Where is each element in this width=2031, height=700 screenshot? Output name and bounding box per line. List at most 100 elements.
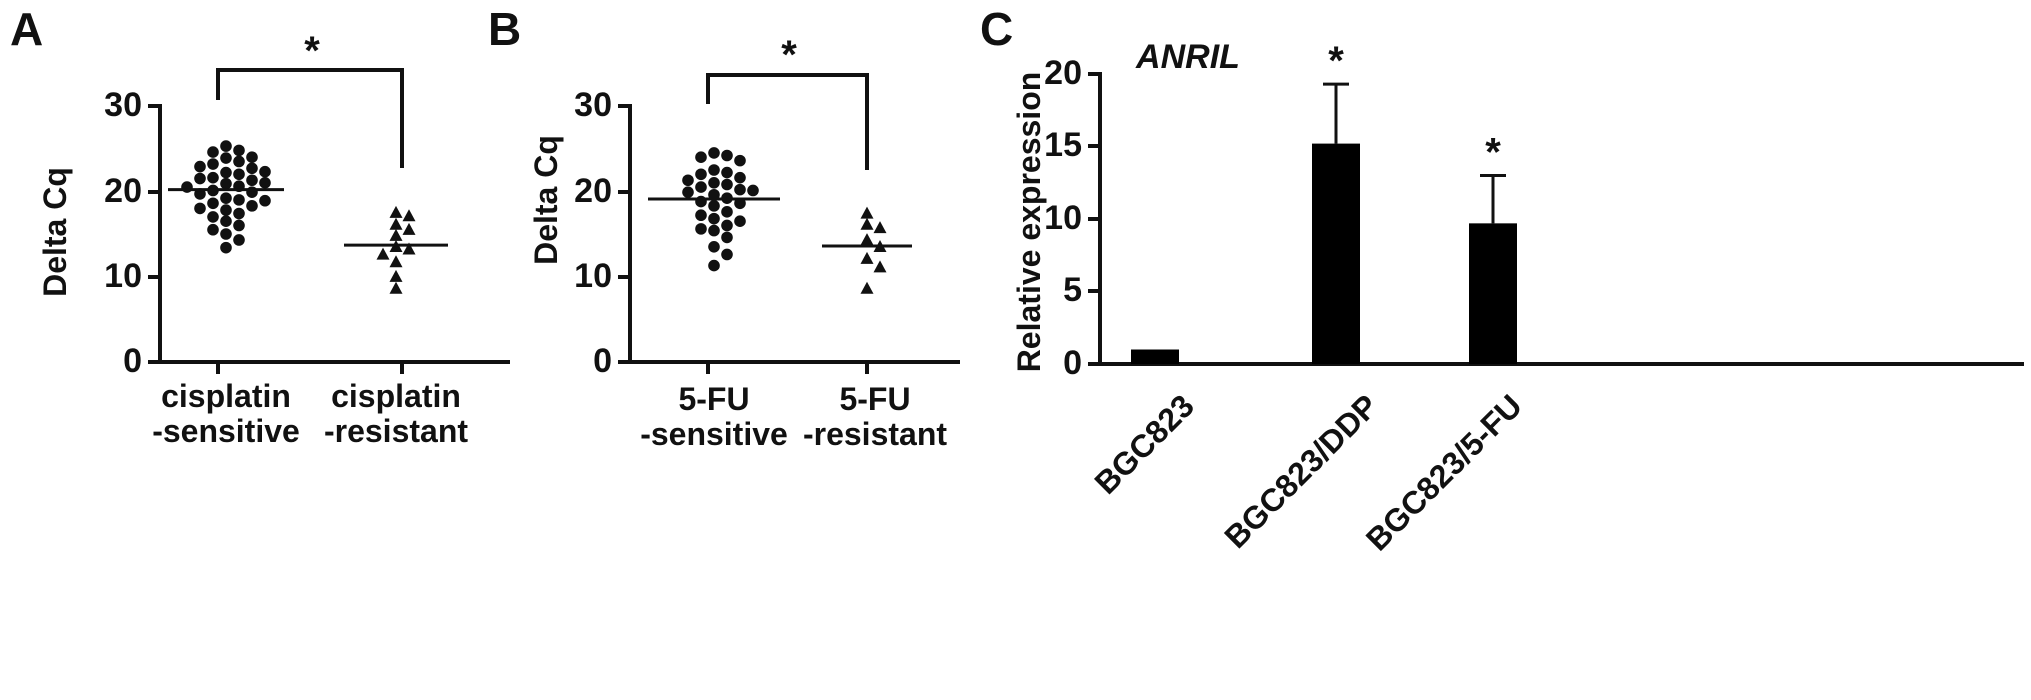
panel-b-sensitive-point-13 (747, 184, 759, 197)
panel-a-sensitive-point-26 (246, 200, 258, 212)
panel-c: C ANRIL Relative expression 0 5 10 15 20… (980, 3, 2024, 558)
panel-a-sensitive-point-23 (233, 194, 245, 206)
panel-c-significance-star-1: * (1328, 39, 1344, 83)
panel-b-cat-1-line2: -resistant (803, 416, 947, 452)
panel-a-resistant-point-0 (389, 205, 403, 218)
panel-b-cat-1-line1: 5-FU (839, 381, 910, 417)
panel-a-sensitive-point-13 (194, 172, 206, 185)
panel-b-sensitive-point-2 (695, 151, 707, 163)
panel-a-sensitive-point-33 (207, 223, 219, 236)
panel-a-resistant-point-9 (389, 269, 403, 282)
panel-c-bar-0 (1131, 349, 1179, 364)
panel-a-sensitive-point-2 (207, 146, 219, 158)
panel-b-y-axis-title: Delta Cq (528, 135, 564, 265)
panel-a-resistant-point-10 (389, 281, 403, 294)
panel-a-cat-1-line1: cisplatin (331, 378, 461, 414)
panel-a-resistant-point-7 (376, 247, 390, 260)
panel-c-y-tick-3: 15 (1044, 126, 1082, 164)
panel-a-sensitive-point-32 (233, 219, 245, 232)
panel-a-y-axis-title: Delta Cq (37, 167, 73, 297)
panel-b-sensitive-point-24 (721, 219, 733, 232)
panel-a-significance-star: * (304, 29, 320, 73)
panel-a-letter: A (10, 3, 43, 55)
panel-c-y-tick-1: 5 (1063, 271, 1082, 309)
panel-a-cat-0-line1: cisplatin (161, 378, 291, 414)
panel-c-bar-1 (1312, 143, 1360, 364)
panel-b-sensitive-point-22 (708, 212, 720, 225)
panel-a-resistant-point-2 (389, 217, 403, 230)
panel-b-resistant-point-3 (860, 233, 874, 246)
panel-a-sensitive-point-4 (246, 151, 258, 163)
panel-a-y-tick-2: 20 (104, 172, 142, 210)
panel-a-sensitive-point-14 (246, 174, 258, 187)
panel-b-sensitive-point-3 (734, 154, 746, 167)
panel-b-significance-bracket (706, 73, 869, 170)
panel-c-title: ANRIL (1135, 38, 1240, 76)
panel-a-sensitive-point-27 (194, 202, 206, 215)
panel-b-sensitive-point-0 (708, 147, 720, 159)
panel-b: B Delta Cq 0 10 20 30 5-FU -sensitive 5-… (488, 3, 960, 452)
panel-b-sensitive-point-5 (721, 166, 733, 179)
panel-a-sensitive-point-25 (207, 197, 219, 210)
panel-a-resistant-point-3 (402, 222, 416, 235)
panel-b-y-tick-2: 20 (574, 172, 612, 210)
panel-a-y-tick-labels: 0 10 20 30 (104, 86, 142, 380)
panel-a-points (168, 140, 448, 294)
panel-b-resistant-point-7 (860, 281, 874, 294)
panel-a-sensitive-point-34 (220, 228, 232, 240)
panel-b-y-tick-1: 10 (574, 257, 612, 295)
panel-b-sensitive-point-1 (721, 149, 733, 162)
panel-a-y-tick-0: 0 (123, 342, 142, 380)
panel-a-sensitive-point-3 (220, 152, 232, 164)
panel-b-resistant-point-1 (860, 217, 874, 230)
panel-b-sensitive-point-6 (695, 168, 707, 181)
panel-b-sensitive-point-19 (708, 200, 720, 212)
panel-c-y-tick-labels: 0 5 10 15 20 (1044, 54, 1082, 382)
panel-b-sensitive-point-23 (734, 215, 746, 227)
panel-a-sensitive-point-10 (259, 165, 271, 178)
panel-a-y-tick-3: 30 (104, 86, 142, 124)
panel-b-sensitive-point-11 (695, 181, 707, 193)
panel-a-y-tick-1: 10 (104, 257, 142, 295)
panel-b-sensitive-point-26 (708, 224, 720, 237)
panel-b-sensitive-point-7 (734, 171, 746, 184)
panel-b-resistant-point-5 (860, 251, 874, 264)
panel-a-resistant-point-1 (402, 209, 416, 222)
panel-a: A Delta Cq 0 10 20 30 cisplatin -sensiti… (10, 3, 510, 449)
panel-c-cat-0: BGC823 (1087, 387, 1200, 500)
panel-b-y-tick-3: 30 (574, 86, 612, 124)
panel-c-y-tick-4: 20 (1044, 54, 1082, 92)
panel-a-sensitive-point-24 (259, 194, 271, 207)
panel-a-cat-1-line2: -resistant (324, 413, 468, 449)
panel-a-sensitive-point-7 (194, 160, 206, 173)
panel-a-sensitive-point-36 (220, 241, 232, 254)
panel-b-resistant-point-0 (860, 206, 874, 219)
panel-c-significance-star-2: * (1485, 131, 1501, 175)
panel-a-sensitive-point-12 (207, 171, 219, 184)
panel-b-sensitive-point-30 (708, 259, 720, 272)
panel-b-sensitive-point-25 (695, 223, 707, 235)
panel-b-resistant-point-2 (873, 221, 887, 234)
panel-b-sensitive-point-8 (682, 174, 694, 187)
panel-a-sensitive-point-28 (220, 204, 232, 216)
panel-b-cat-0-line1: 5-FU (678, 381, 749, 417)
panel-a-sensitive-point-1 (233, 144, 245, 157)
panel-c-axes (1098, 72, 2024, 366)
panel-a-sensitive-point-22 (220, 192, 232, 204)
panel-a-cat-0-line2: -sensitive (152, 413, 300, 449)
panel-a-sensitive-point-29 (233, 207, 245, 220)
panel-b-sensitive-point-14 (682, 186, 694, 198)
panel-b-letter: B (488, 3, 521, 55)
panel-a-resistant-point-6 (402, 242, 416, 255)
panel-a-sensitive-point-9 (220, 166, 232, 179)
panel-a-sensitive-point-6 (207, 158, 219, 170)
panel-c-y-tick-2: 10 (1044, 199, 1082, 237)
panel-b-sensitive-point-27 (721, 231, 733, 244)
panel-b-sensitive-point-4 (708, 164, 720, 176)
panel-a-axes (158, 104, 510, 364)
panel-a-sensitive-point-31 (220, 215, 232, 227)
panel-b-sensitive-point-28 (708, 241, 720, 253)
panel-a-sensitive-point-11 (233, 168, 245, 181)
panel-b-points (648, 147, 912, 294)
